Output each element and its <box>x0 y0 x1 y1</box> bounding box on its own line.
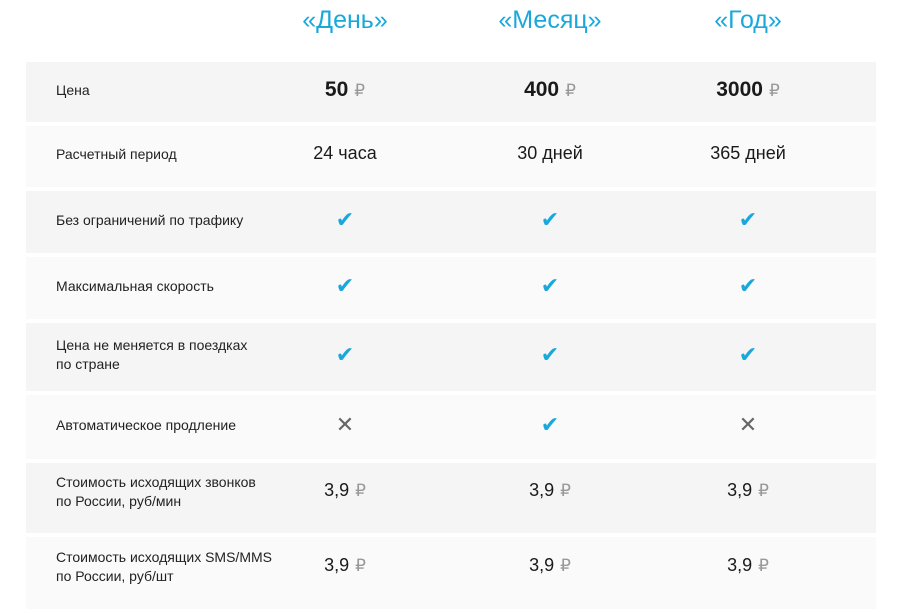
ruble-icon: ₽ <box>560 556 571 575</box>
row-label: Расчетный период <box>56 146 177 162</box>
value: 30 дней <box>517 142 583 163</box>
check-icon: ✔ <box>738 207 758 232</box>
table-row: Цена 50 ₽400 ₽3000 ₽ <box>26 62 876 122</box>
ruble-icon: ₽ <box>565 81 576 100</box>
table-row: Цена не меняется в поездках по стране ✔ ✔ ✔ <box>26 323 876 391</box>
value: 3,9 <box>727 555 753 575</box>
value: 3,9 <box>324 555 350 575</box>
ruble-icon: ₽ <box>768 81 780 100</box>
value: 3,9 <box>529 555 555 575</box>
row-label: Автоматическое продление <box>56 416 236 433</box>
value-cell: 3000 ₽ <box>668 78 828 102</box>
value: 50 <box>324 78 349 101</box>
value-cell: 24 часа <box>265 143 425 164</box>
value-cell: 365 дней <box>668 143 828 164</box>
value-cell: 50 ₽ <box>265 78 425 102</box>
check-icon: ✔ <box>335 207 355 232</box>
plan-header-month: «Месяц» <box>498 6 602 34</box>
cross-icon: ✕ <box>335 412 355 437</box>
value: 3,9 <box>324 480 350 500</box>
ruble-icon: ₽ <box>560 481 571 500</box>
ruble-icon: ₽ <box>355 556 366 575</box>
value-cell: 3,9 ₽ <box>668 480 828 501</box>
table-row: Максимальная скорость ✔ ✔ ✔ <box>26 257 876 319</box>
ruble-icon: ₽ <box>355 481 366 500</box>
row-label: Цена не меняется в поездках по стране <box>56 337 248 372</box>
row-label: Максимальная скорость <box>56 277 214 294</box>
value: 400 <box>524 78 560 101</box>
plan-header-year: «Год» <box>714 6 782 34</box>
check-icon: ✔ <box>738 342 758 367</box>
value-cell: 3,9 ₽ <box>668 555 828 576</box>
comparison-table: Цена 50 ₽400 ₽3000 ₽ Расчетный период 24 часа 3… <box>26 62 876 613</box>
value: 3000 <box>716 78 763 101</box>
row-label: Стоимость исходящих SMS/MMS по России, р… <box>56 549 272 584</box>
ruble-icon: ₽ <box>354 81 366 100</box>
table-row: Автоматическое продление ✕ ✔ ✕ <box>26 395 876 459</box>
check-icon: ✔ <box>540 342 560 367</box>
check-icon: ✔ <box>738 273 758 298</box>
value-cell: 30 дней <box>470 143 630 164</box>
ruble-icon: ₽ <box>758 481 769 500</box>
value-cell: 3,9 ₽ <box>265 555 425 576</box>
table-row: Стоимость исходящих звонков по России, р… <box>26 463 876 533</box>
value: 365 дней <box>710 142 786 163</box>
row-label: Цена <box>56 81 90 98</box>
check-icon: ✔ <box>335 273 355 298</box>
value-cell: 400 ₽ <box>470 78 630 102</box>
plan-header-day: «День» <box>302 6 388 34</box>
value-cell: 3,9 ₽ <box>265 480 425 501</box>
row-label: Стоимость исходящих звонков по России, р… <box>56 474 256 509</box>
table-row: Стоимость исходящих SMS/MMS по России, р… <box>26 537 876 609</box>
cross-icon: ✕ <box>738 412 758 437</box>
check-icon: ✔ <box>540 273 560 298</box>
value: 3,9 <box>529 480 555 500</box>
value-cell: 3,9 ₽ <box>470 555 630 576</box>
table-row: Без ограничений по трафику ✔ ✔ ✔ <box>26 191 876 253</box>
value: 3,9 <box>727 480 753 500</box>
value: 24 часа <box>313 142 377 163</box>
table-row: Расчетный период 24 часа 30 дней 365 дней <box>26 126 876 187</box>
ruble-icon: ₽ <box>758 556 769 575</box>
row-label: Без ограничений по трафику <box>56 211 244 228</box>
check-icon: ✔ <box>540 412 560 437</box>
value-cell: 3,9 ₽ <box>470 480 630 501</box>
check-icon: ✔ <box>335 342 355 367</box>
check-icon: ✔ <box>540 207 560 232</box>
